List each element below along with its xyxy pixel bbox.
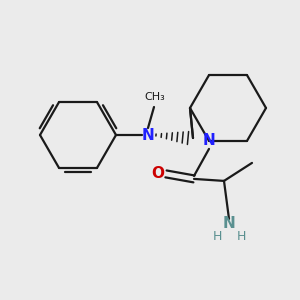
- Text: H: H: [236, 230, 246, 243]
- Text: N: N: [142, 128, 154, 142]
- Text: H: H: [212, 230, 222, 243]
- Text: N: N: [223, 216, 236, 231]
- Text: CH₃: CH₃: [145, 92, 165, 102]
- Text: N: N: [202, 134, 215, 148]
- Text: O: O: [152, 167, 164, 182]
